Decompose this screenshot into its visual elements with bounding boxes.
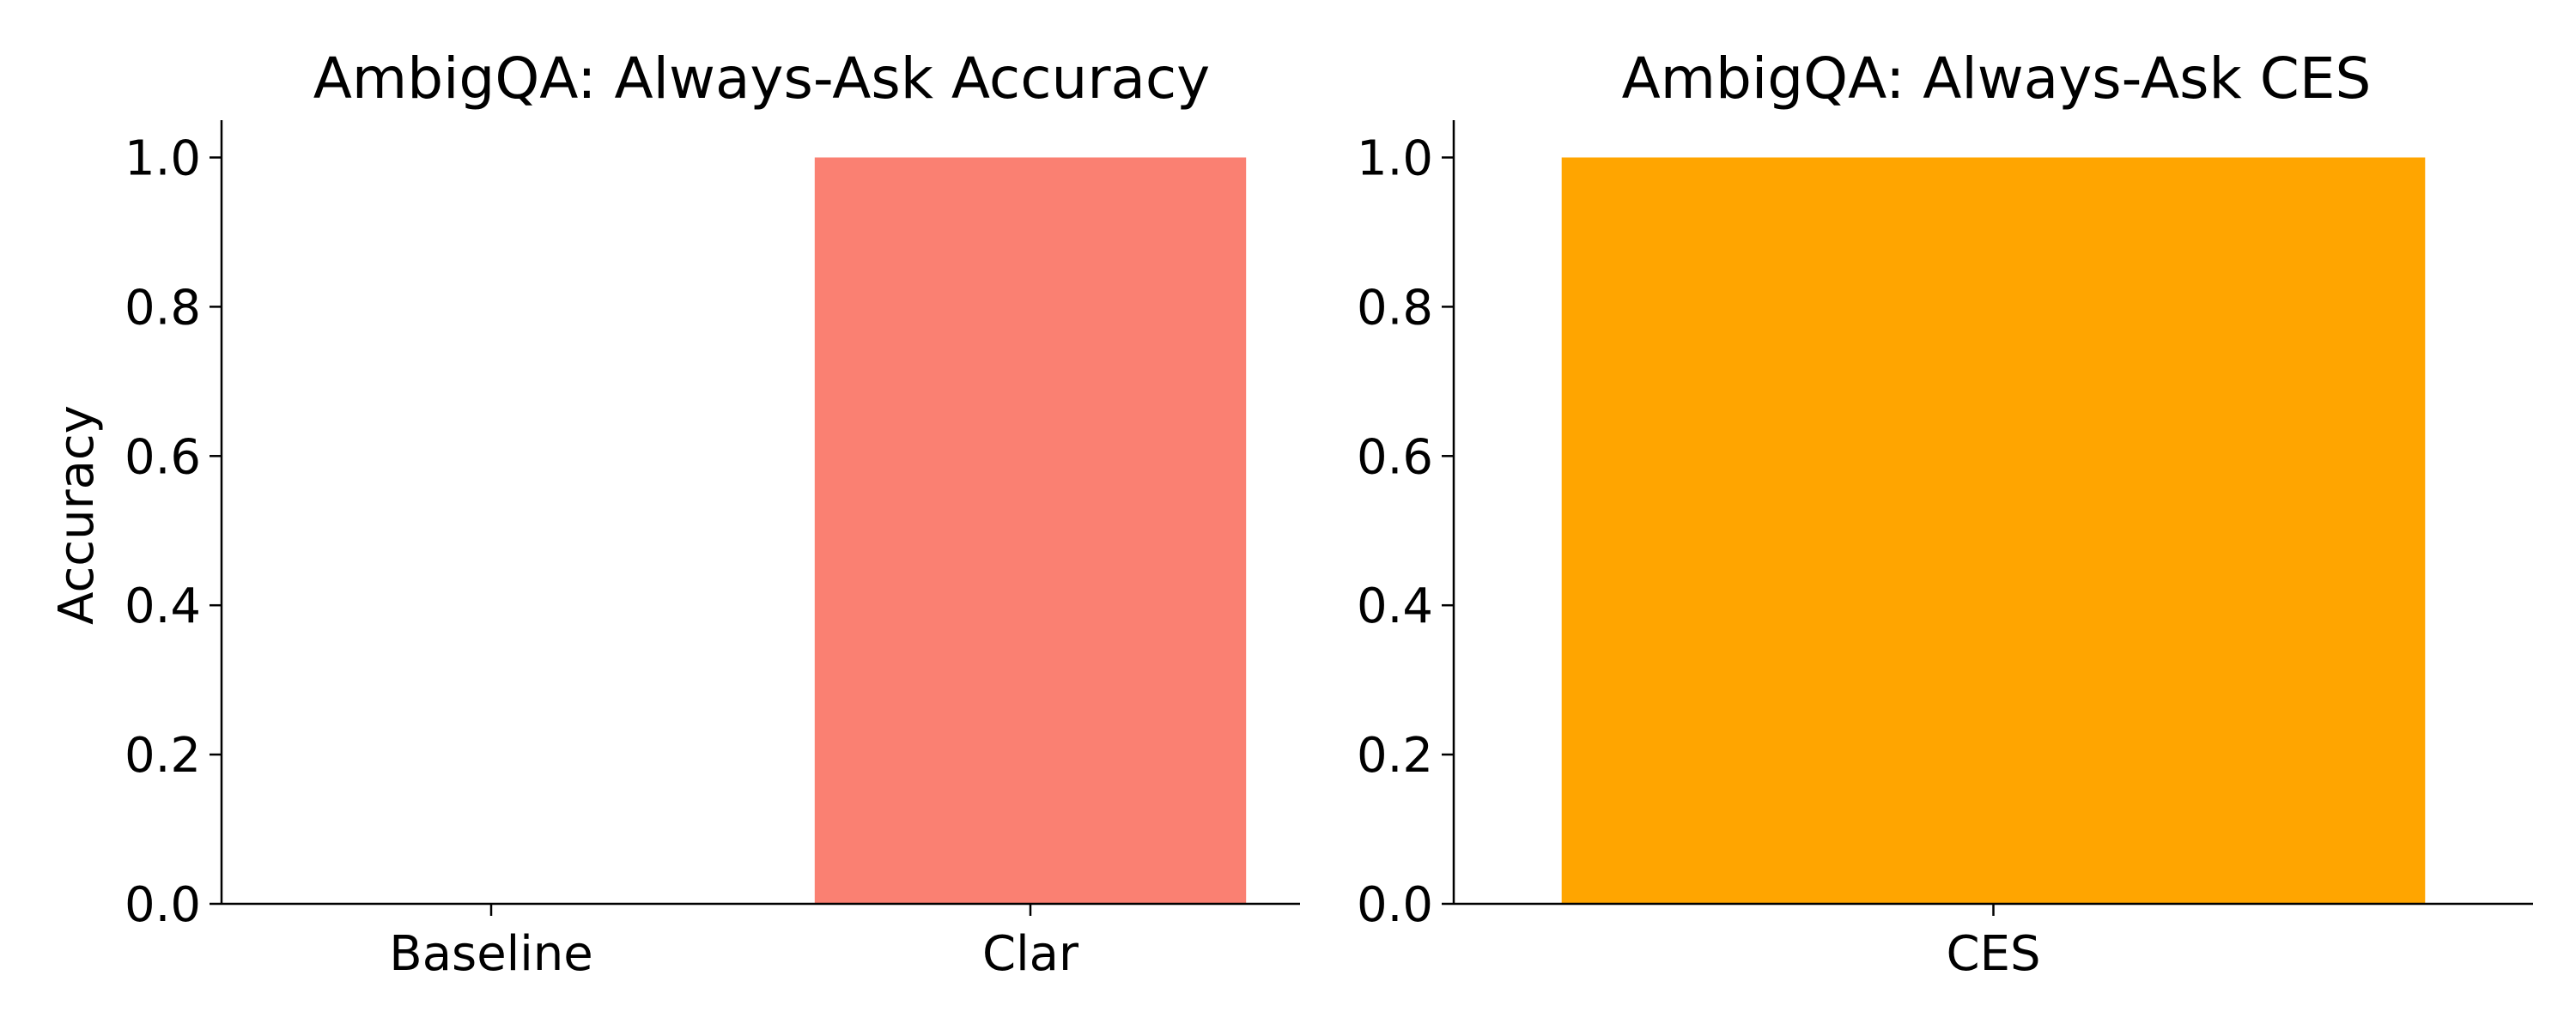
accuracy-y-axis-label: Accuracy xyxy=(49,405,105,625)
ces-y-tick-label: 0.2 xyxy=(1357,728,1433,784)
accuracy-panel: AmbigQA: Always-Ask Accuracy Accuracy 0.… xyxy=(49,45,1300,982)
accuracy-y-tick-label: 1.0 xyxy=(125,130,201,186)
ces-chart-title: AmbigQA: Always-Ask CES xyxy=(1622,45,2372,112)
ces-y-tick-label: 1.0 xyxy=(1357,130,1433,186)
accuracy-plot-area: 0.0 0.2 0.4 0.6 0.8 1.0 Baseline Clar xyxy=(125,120,1300,982)
accuracy-chart-title: AmbigQA: Always-Ask Accuracy xyxy=(313,45,1211,112)
ces-panel: AmbigQA: Always-Ask CES 0.0 0.2 0.4 0.6 0.8 1… xyxy=(1357,45,2533,982)
ces-bar-ces xyxy=(1561,157,2426,904)
ces-y-tick-label: 0.0 xyxy=(1357,877,1433,933)
accuracy-x-tick-label: Baseline xyxy=(389,926,592,982)
ces-plot-area: 0.0 0.2 0.4 0.6 0.8 1.0 CES xyxy=(1357,120,2533,982)
accuracy-y-tick-label: 0.2 xyxy=(125,728,201,784)
accuracy-y-tick-label: 0.0 xyxy=(125,877,201,933)
ces-y-tick-label: 0.8 xyxy=(1357,280,1433,336)
accuracy-bar-clar xyxy=(814,157,1247,904)
ces-y-tick-label: 0.6 xyxy=(1357,429,1433,485)
accuracy-y-tick-label: 0.6 xyxy=(125,429,201,485)
accuracy-y-tick-label: 0.8 xyxy=(125,280,201,336)
accuracy-y-tick-label: 0.4 xyxy=(125,579,201,634)
accuracy-x-tick-label: Clar xyxy=(982,926,1079,982)
ces-y-tick-label: 0.4 xyxy=(1357,579,1433,634)
ces-x-tick-label: CES xyxy=(1946,926,2040,982)
